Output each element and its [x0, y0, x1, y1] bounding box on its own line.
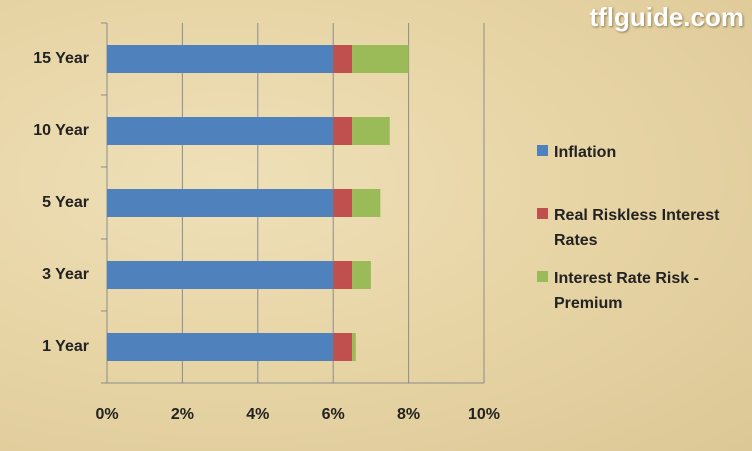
bar-segment — [333, 333, 353, 361]
bar-segment — [107, 189, 334, 217]
bar-segment — [352, 117, 390, 145]
bar-segment — [333, 189, 353, 217]
legend-item: Real Riskless Interest Rates — [537, 203, 742, 253]
legend-label: Inflation — [554, 144, 617, 161]
legend-item: Inflation — [537, 140, 742, 165]
bar-segment — [352, 189, 381, 217]
legend-swatch — [537, 271, 548, 282]
x-tick-label: 8% — [397, 406, 420, 423]
x-tick-label: 4% — [246, 406, 269, 423]
bar-segment — [107, 333, 334, 361]
legend-label: Interest Rate Risk - Premium — [554, 270, 699, 312]
legend-label: Real Riskless Interest Rates — [554, 207, 720, 249]
y-tick-label: 1 Year — [42, 338, 89, 355]
bar-segment — [352, 45, 409, 73]
legend-item: Interest Rate Risk - Premium — [537, 266, 742, 316]
bar-segment — [333, 45, 353, 73]
bar-segment — [333, 117, 353, 145]
y-tick-label: 15 Year — [33, 50, 89, 67]
bar-segment — [107, 261, 334, 289]
bar-segment — [352, 333, 356, 361]
watermark: tflguide.com — [589, 2, 744, 32]
y-tick-label: 5 Year — [42, 194, 89, 211]
bar-segment — [107, 45, 334, 73]
y-tick-label: 3 Year — [42, 266, 89, 283]
legend-swatch — [537, 145, 548, 156]
y-tick-label: 10 Year — [33, 122, 89, 139]
bar-segment — [333, 261, 353, 289]
bar-segment — [352, 261, 371, 289]
x-tick-label: 6% — [322, 406, 345, 423]
bar-segment — [107, 117, 334, 145]
x-tick-label: 10% — [468, 406, 500, 423]
x-tick-label: 2% — [171, 406, 194, 423]
legend-swatch — [537, 208, 548, 219]
x-tick-label: 0% — [95, 406, 118, 423]
